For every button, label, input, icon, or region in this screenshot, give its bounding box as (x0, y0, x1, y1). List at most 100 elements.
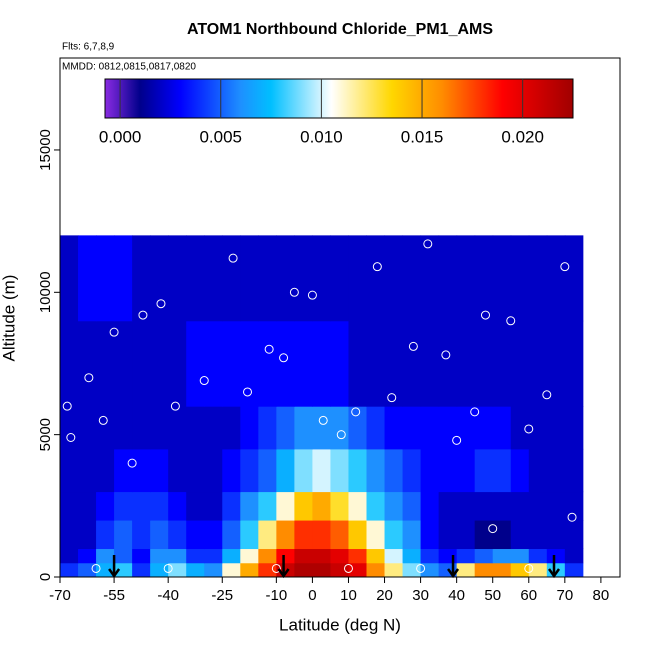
heat-cell (402, 406, 422, 450)
heat-cell (384, 406, 404, 450)
x-axis-label: Latitude (deg N) (279, 615, 401, 634)
heat-cell (510, 520, 530, 550)
heat-cell (528, 235, 548, 322)
heat-cell (240, 235, 259, 322)
heat-cell (258, 235, 277, 322)
heat-cell (240, 406, 259, 450)
x-tick-label: -40 (157, 587, 179, 604)
heat-cell (312, 448, 331, 493)
heat-cell (204, 406, 223, 450)
heat-cell (276, 548, 295, 564)
heat-cell (114, 548, 133, 564)
sample-point (289, 287, 299, 297)
heat-cell (438, 448, 458, 493)
heat-cell (348, 320, 368, 407)
heat-cell (492, 548, 512, 564)
heat-cell (60, 320, 79, 407)
heat-cell (204, 448, 223, 493)
heat-cell (150, 491, 169, 521)
heat-cell (474, 406, 494, 450)
heat-cell (222, 320, 241, 407)
heat-cell (132, 491, 151, 521)
heat-cell (204, 548, 223, 564)
heat-cell (366, 448, 386, 493)
sample-point (84, 373, 94, 383)
sample-point (279, 353, 289, 363)
heat-cell (312, 406, 331, 450)
y-tick-label: 5000 (37, 418, 54, 451)
heat-cell (96, 406, 115, 450)
heat-cell (420, 548, 440, 564)
heat-cell (276, 235, 295, 322)
heat-cell (150, 448, 169, 493)
heat-cell (366, 235, 386, 322)
heat-cell (474, 235, 494, 322)
chart-title: ATOM1 Northbound Chloride_PM1_AMS (187, 21, 493, 38)
sample-point (441, 350, 451, 360)
heat-cell (96, 520, 115, 550)
heat-cell (384, 562, 404, 578)
x-tick-label: 70 (556, 587, 573, 604)
heat-cell (240, 320, 259, 407)
heat-cell (456, 235, 476, 322)
heat-cell (420, 562, 440, 578)
heat-cell (330, 548, 349, 564)
heat-cell (276, 320, 295, 407)
heat-cell (96, 491, 115, 521)
heat-cell (222, 562, 241, 578)
heat-cell (294, 406, 313, 450)
heat-cell (60, 548, 79, 564)
heat-cell (492, 448, 512, 493)
x-tick-label: 30 (412, 587, 429, 604)
heat-cell (330, 320, 349, 407)
heat-cell (168, 235, 187, 322)
heat-cell (420, 448, 440, 493)
heat-cell (438, 520, 458, 550)
heat-cell (294, 491, 313, 521)
heat-cell (312, 491, 331, 521)
heat-cell (492, 562, 512, 578)
heat-cell (492, 491, 512, 521)
plot-frame (59, 57, 621, 578)
heat-cell (492, 320, 512, 407)
heat-cell (330, 520, 349, 550)
sample-point (170, 401, 180, 411)
heat-cell (546, 406, 566, 450)
heat-cell (60, 448, 79, 493)
sample-point (343, 563, 353, 573)
heat-cell (456, 491, 476, 521)
heat-cell (564, 548, 584, 564)
heat-cell (474, 320, 494, 407)
sample-point (264, 344, 274, 354)
heat-cell (276, 448, 295, 493)
sample-point (199, 376, 209, 386)
heat-cell (258, 448, 277, 493)
heat-cell (312, 320, 331, 407)
heat-cell (564, 491, 584, 521)
heat-cell (258, 562, 277, 578)
heat-cell (258, 520, 277, 550)
sample-point (524, 424, 534, 434)
heat-cell (564, 235, 584, 322)
sample-point (470, 407, 480, 417)
heat-cell (240, 448, 259, 493)
heat-cell (150, 562, 169, 578)
annotation: MMDD: 0812,0815,0817,0820 (62, 62, 196, 73)
x-tick-label: -70 (49, 587, 71, 604)
heat-cell (438, 406, 458, 450)
sample-point (524, 563, 534, 573)
heat-cell (402, 548, 422, 564)
heat-cell (384, 491, 404, 521)
heat-cell (168, 406, 187, 450)
colorbar-tick-label: 0.015 (401, 127, 444, 146)
arrow (108, 555, 121, 579)
arrow (277, 555, 290, 579)
heat-cell (402, 320, 422, 407)
heat-cell (510, 562, 530, 578)
heat-cell (384, 548, 404, 564)
heat-cell (528, 562, 548, 578)
colorbar (104, 78, 574, 119)
heat-cell (438, 235, 458, 322)
heat-cell (528, 520, 548, 550)
heat-cell (150, 320, 169, 407)
